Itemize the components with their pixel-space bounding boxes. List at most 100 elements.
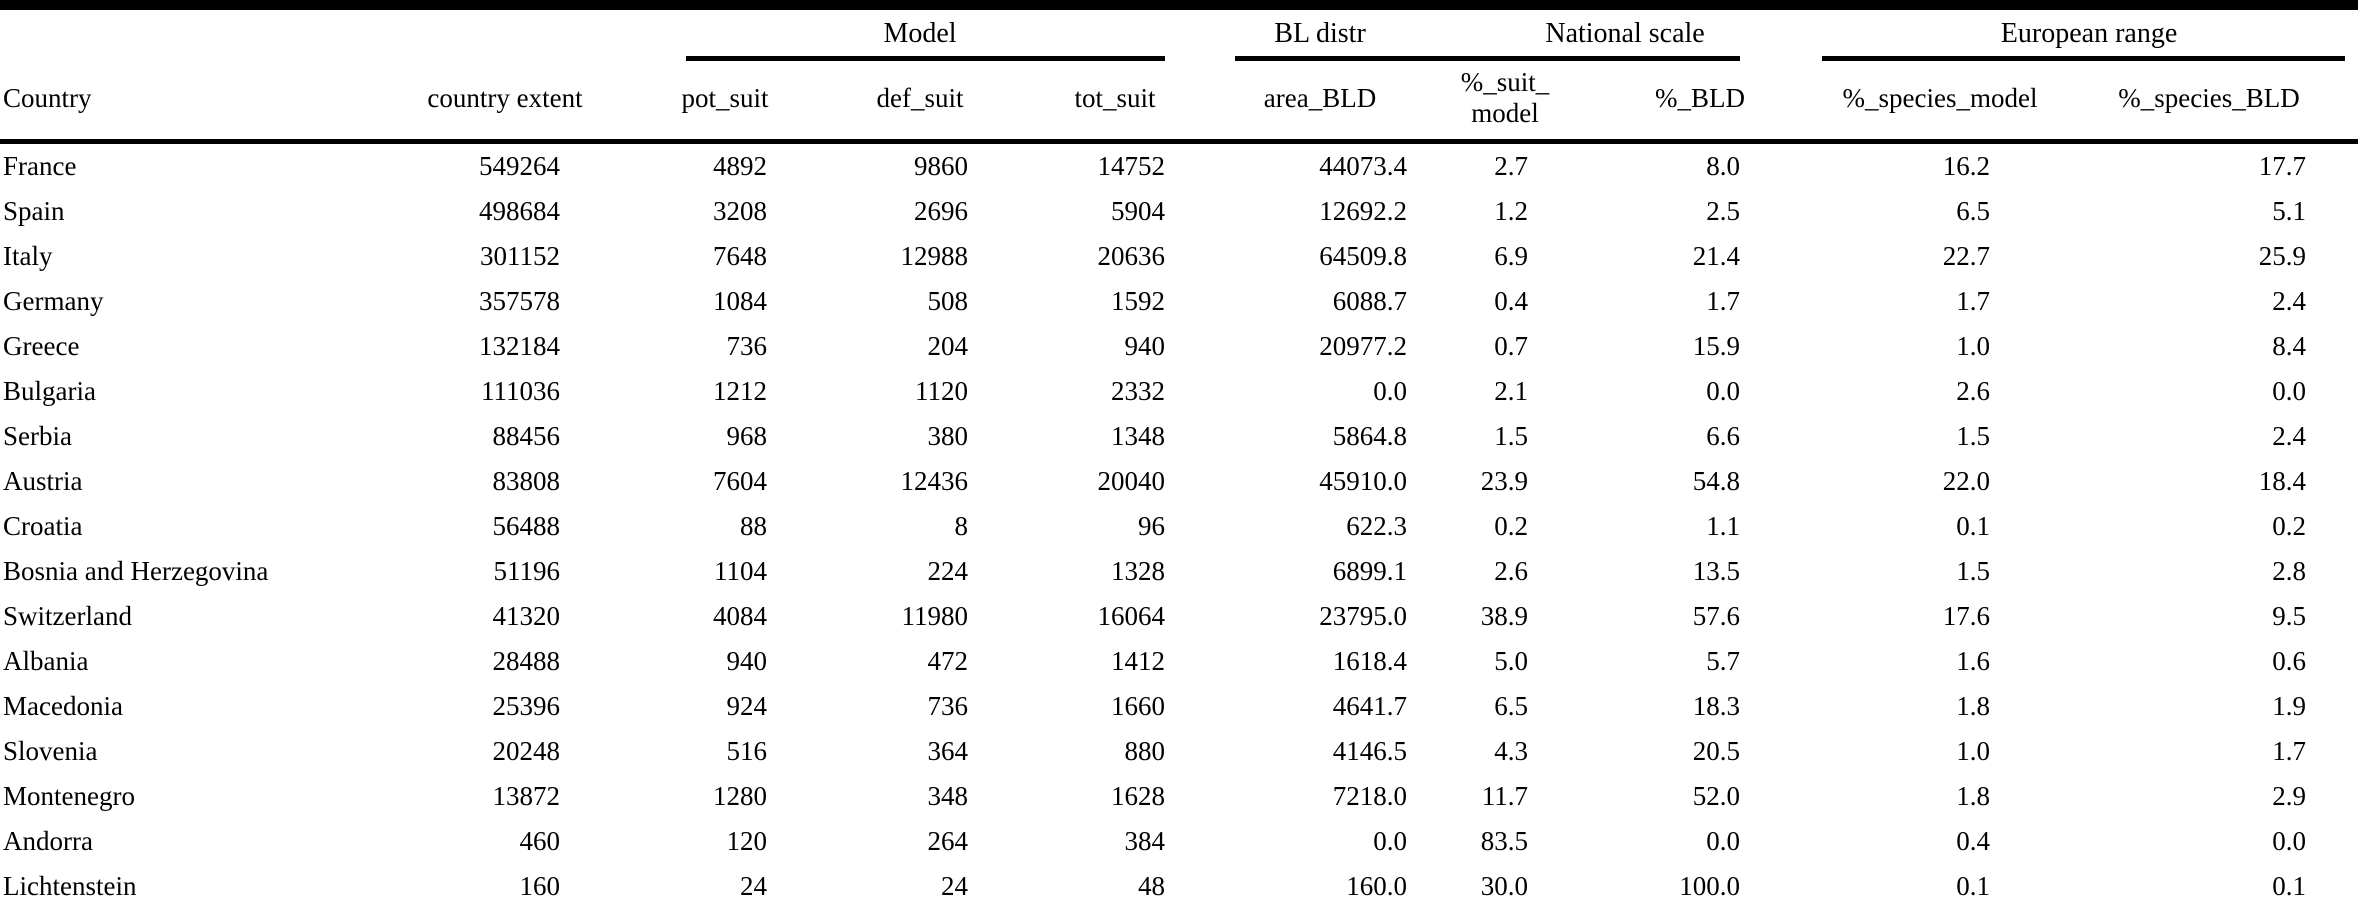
value-cell: 0.1: [1956, 511, 1991, 541]
value-cell: 120: [726, 826, 768, 856]
value-cell: 1592: [1111, 286, 1166, 316]
value-cell: 16064: [1097, 601, 1166, 631]
table-row: Bosnia and Herzegovina 51196 1104 224 1328 68…: [0, 549, 2358, 594]
value-cell: 1628: [1111, 781, 1166, 811]
value-cell: 508: [927, 286, 969, 316]
data-table: Model BL distr National scale European r…: [0, 10, 2358, 897]
country-cell: Italy: [3, 241, 53, 271]
value-cell: 0.4: [1956, 826, 1991, 856]
value-cell: 132184: [479, 331, 560, 361]
country-cell: Switzerland: [3, 601, 132, 631]
group-spacer: [0, 10, 630, 56]
value-cell: 1280: [713, 781, 767, 811]
value-cell: 12436: [900, 466, 969, 496]
value-cell: 1.1: [1706, 511, 1741, 541]
value-cell: 5.7: [1706, 646, 1741, 676]
table-row: Macedonia 25396 924 736 1660 4641.7 6.5 18.3 1.8…: [0, 684, 2358, 729]
country-cell: Montenegro: [3, 781, 135, 811]
value-cell: 204: [927, 331, 969, 361]
value-cell: 2.7: [1494, 151, 1529, 181]
value-cell: 2.4: [2272, 421, 2307, 451]
value-cell: 18.3: [1692, 691, 1741, 721]
country-cell: Macedonia: [3, 691, 123, 721]
table-row: Serbia 88456 968 380 1348 5864.8 1.5 6.6 1.5 2.4: [0, 414, 2358, 459]
table-row: Germany 357578 1084 508 1592 6088.7 0.4 1.7 1.7 2…: [0, 279, 2358, 324]
value-cell: 14752: [1097, 151, 1166, 181]
value-cell: 1.7: [1956, 286, 1991, 316]
table-row: France 549264 4892 9860 14752 44073.4 2.7 8.0 16…: [0, 142, 2358, 190]
value-cell: 2.9: [2272, 781, 2307, 811]
value-cell: 18.4: [2258, 466, 2307, 496]
value-cell: 111036: [481, 376, 560, 406]
value-cell: 8.0: [1706, 151, 1741, 181]
value-cell: 0.0: [1706, 376, 1741, 406]
value-cell: 0.4: [1494, 286, 1529, 316]
value-cell: 1348: [1111, 421, 1166, 451]
value-cell: 380: [927, 421, 969, 451]
value-cell: 52.0: [1692, 781, 1741, 811]
value-cell: 1.5: [1956, 421, 1991, 451]
col-header-def-suit: def_suit: [820, 61, 1020, 144]
value-cell: 736: [726, 331, 768, 361]
value-cell: 12988: [900, 241, 969, 271]
col-header-pct-species-model: %_species_model: [1820, 61, 2061, 144]
value-cell: 940: [1124, 331, 1166, 361]
col-header-country-extent: country extent: [380, 61, 630, 144]
value-cell: 21.4: [1692, 241, 1741, 271]
table-row: Lichtenstein 160 24 24 48 160.0 30.0 100.0 0.1 0.…: [0, 864, 2358, 897]
value-cell: 0.2: [2272, 511, 2307, 541]
value-cell: 7604: [713, 466, 767, 496]
value-cell: 0.0: [1373, 376, 1408, 406]
value-cell: 8: [954, 511, 969, 541]
value-cell: 96: [1138, 511, 1166, 541]
value-cell: 83.5: [1480, 826, 1529, 856]
table-row: Austria 83808 7604 12436 20040 45910.0 23.9 54.…: [0, 459, 2358, 504]
value-cell: 6.5: [1494, 691, 1529, 721]
col-header-pct-species-bld: %_species_BLD: [2060, 61, 2358, 144]
pct-suit-model-line2: model: [1471, 98, 1539, 128]
value-cell: 4892: [713, 151, 767, 181]
column-header-row: Country country extent pot_suit def_suit…: [0, 61, 2358, 144]
value-cell: 48: [1138, 871, 1166, 897]
value-cell: 968: [726, 421, 768, 451]
value-cell: 384: [1124, 826, 1166, 856]
table-row: Albania 28488 940 472 1412 1618.4 5.0 5.7 1.6 0.6: [0, 639, 2358, 684]
value-cell: 17.7: [2258, 151, 2307, 181]
value-cell: 1084: [713, 286, 767, 316]
value-cell: 1.0: [1956, 331, 1991, 361]
value-cell: 20040: [1097, 466, 1166, 496]
value-cell: 924: [726, 691, 768, 721]
model-group-rule: [686, 56, 1166, 61]
value-cell: 24: [740, 871, 767, 897]
value-cell: 30.0: [1480, 871, 1529, 897]
value-cell: 100.0: [1679, 871, 1741, 897]
value-cell: 2332: [1111, 376, 1166, 406]
value-cell: 23.9: [1480, 466, 1529, 496]
value-cell: 0.0: [1706, 826, 1741, 856]
value-cell: 25396: [492, 691, 561, 721]
group-model: Model: [883, 18, 957, 49]
value-cell: 11.7: [1481, 781, 1529, 811]
value-cell: 301152: [480, 241, 560, 271]
value-cell: 549264: [479, 151, 560, 181]
value-cell: 516: [726, 736, 768, 766]
value-cell: 20248: [492, 736, 561, 766]
value-cell: 1.9: [2272, 691, 2307, 721]
value-cell: 0.0: [1373, 826, 1408, 856]
value-cell: 0.0: [2272, 376, 2307, 406]
value-cell: 1412: [1111, 646, 1166, 676]
table-row: Bulgaria 111036 1212 1120 2332 0.0 2.1 0.0 2.6 0.…: [0, 369, 2358, 414]
value-cell: 264: [927, 826, 969, 856]
value-cell: 0.2: [1494, 511, 1529, 541]
value-cell: 38.9: [1480, 601, 1529, 631]
value-cell: 13872: [492, 781, 561, 811]
value-cell: 25.9: [2258, 241, 2307, 271]
bl-national-group-rule: [1235, 56, 1741, 61]
value-cell: 1.8: [1956, 781, 1991, 811]
value-cell: 45910.0: [1319, 466, 1408, 496]
value-cell: 736: [927, 691, 969, 721]
value-cell: 5904: [1111, 196, 1166, 226]
value-cell: 1.2: [1494, 196, 1529, 226]
value-cell: 11980: [901, 601, 969, 631]
